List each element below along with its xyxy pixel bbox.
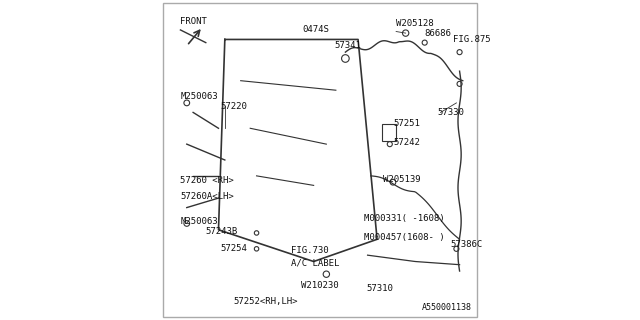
Text: 57243B: 57243B: [205, 227, 237, 236]
Text: M250063: M250063: [180, 92, 218, 101]
Text: W210230: W210230: [301, 281, 339, 290]
Text: M000331( -1608): M000331( -1608): [364, 214, 445, 223]
Text: W205128: W205128: [396, 19, 434, 28]
Text: 57254: 57254: [220, 244, 247, 253]
Text: 57310: 57310: [367, 284, 394, 293]
Text: 57260 <RH>: 57260 <RH>: [180, 176, 234, 185]
Text: M250063: M250063: [180, 217, 218, 226]
Text: 57242: 57242: [393, 138, 420, 147]
Text: 57341: 57341: [334, 41, 361, 50]
Text: 57386C: 57386C: [450, 240, 483, 249]
Text: 0474S: 0474S: [303, 25, 330, 35]
Text: 57220: 57220: [220, 101, 247, 111]
Text: 86686: 86686: [425, 28, 452, 38]
Text: 57260A<LH>: 57260A<LH>: [180, 192, 234, 201]
Text: A550001138: A550001138: [422, 303, 472, 312]
Text: 57252<RH,LH>: 57252<RH,LH>: [234, 297, 298, 306]
Text: 57330: 57330: [437, 108, 464, 117]
Text: FIG.730: FIG.730: [291, 246, 329, 255]
Text: 57251: 57251: [393, 119, 420, 128]
Text: FIG.875: FIG.875: [453, 35, 491, 44]
Text: FRONT: FRONT: [180, 17, 207, 26]
Text: A/C LABEL: A/C LABEL: [291, 259, 340, 268]
Text: W205139: W205139: [383, 174, 421, 184]
Text: M000457(1608- ): M000457(1608- ): [364, 233, 445, 242]
